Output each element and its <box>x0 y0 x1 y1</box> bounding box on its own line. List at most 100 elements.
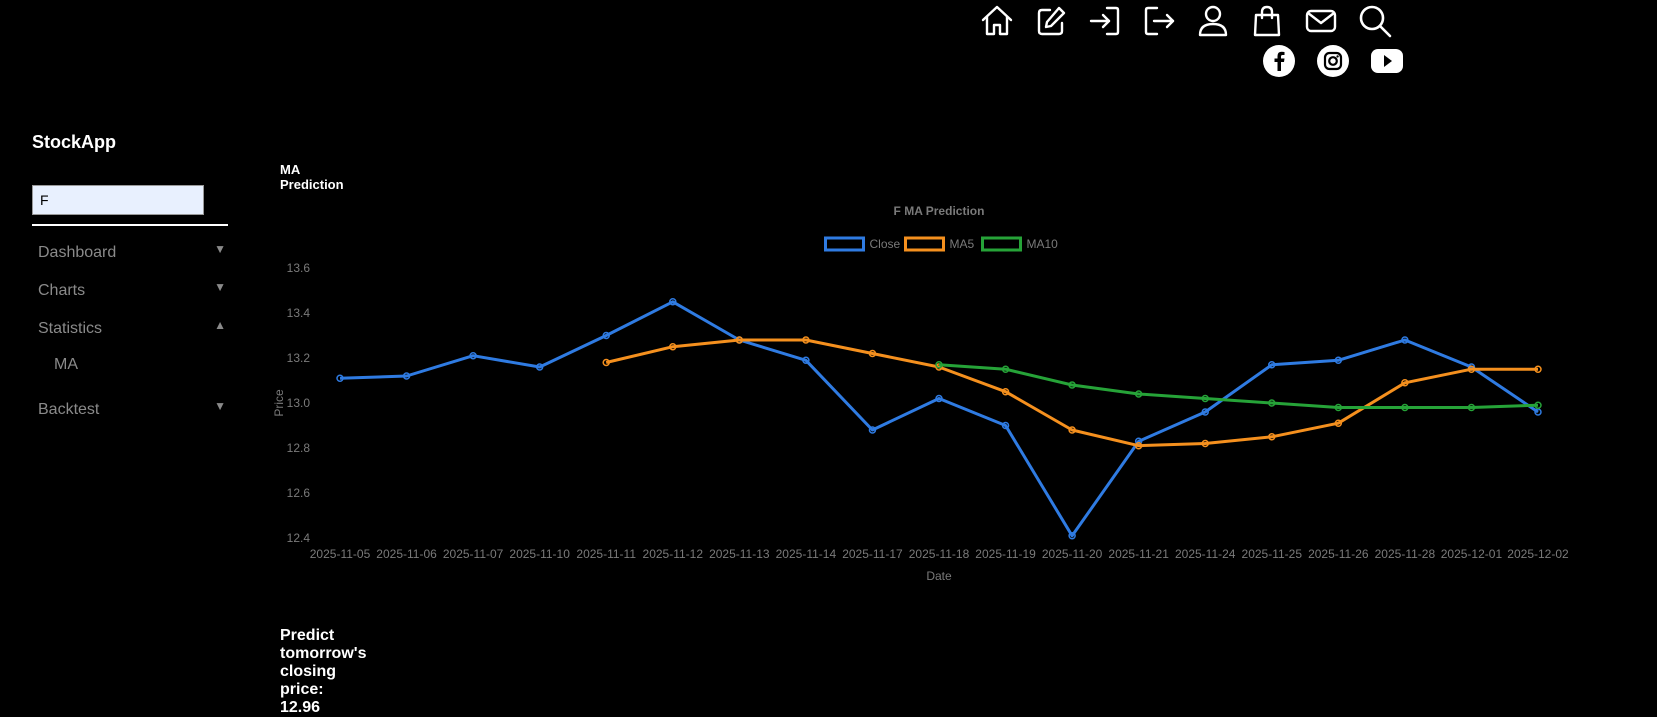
series-line-ma5 <box>605 338 1538 448</box>
sidebar-item-label: Charts <box>38 282 86 299</box>
data-point-close <box>669 298 677 306</box>
data-point-close <box>1401 336 1409 344</box>
sidebar-subitem-ma[interactable]: MA <box>54 356 78 373</box>
sidebar-item-dashboard[interactable]: Dashboard ▼ <box>38 240 226 266</box>
legend-swatch-close <box>824 236 865 252</box>
series-line-ma10 <box>938 363 1539 409</box>
data-point-ma10 <box>1068 381 1076 389</box>
x-tick-label: 2025-11-12 <box>643 547 704 561</box>
x-tick-label: 2025-11-06 <box>376 547 437 561</box>
edit-icon[interactable] <box>1032 2 1070 40</box>
data-point-close <box>1201 408 1209 416</box>
facebook-icon[interactable] <box>1262 44 1296 78</box>
data-point-close <box>802 356 810 364</box>
chart-title: F MA Prediction <box>894 204 985 218</box>
prediction-text: Predict tomorrow's closing price: 12.96 <box>280 627 366 717</box>
x-tick-label: 2025-11-13 <box>709 547 770 561</box>
chevron-down-icon: ▼ <box>214 399 226 413</box>
data-point-ma5 <box>1201 439 1209 448</box>
y-tick-label: 13.0 <box>287 396 311 410</box>
ticker-search-input[interactable] <box>32 185 204 215</box>
x-tick-label: 2025-11-05 <box>310 547 371 561</box>
data-point-close <box>1334 356 1343 364</box>
chevron-down-icon: ▼ <box>214 242 226 256</box>
data-point-close <box>868 426 877 434</box>
shopping-bag-icon[interactable] <box>1248 2 1286 40</box>
legend-swatch-ma10 <box>981 236 1022 252</box>
data-point-close <box>602 331 610 340</box>
x-tick-label: 2025-11-07 <box>443 547 504 561</box>
data-point-ma10 <box>1467 403 1476 412</box>
x-tick-label: 2025-11-24 <box>1175 547 1236 561</box>
data-point-ma5 <box>868 349 877 358</box>
login-icon[interactable] <box>1086 2 1124 40</box>
chevron-up-icon: ▲ <box>214 318 226 332</box>
instagram-icon[interactable] <box>1316 44 1350 78</box>
section-title: MA Prediction <box>280 162 344 192</box>
data-point-ma10 <box>1401 403 1409 412</box>
x-tick-label: 2025-11-11 <box>576 547 636 561</box>
x-tick-label: 2025-11-28 <box>1375 547 1436 561</box>
data-point-ma10 <box>1001 365 1010 373</box>
data-point-ma5 <box>735 336 744 344</box>
legend-label-ma5: MA5 <box>950 237 975 251</box>
y-tick-label: 12.8 <box>287 441 311 455</box>
data-point-ma5 <box>802 336 810 344</box>
data-point-close <box>469 352 477 360</box>
sidebar-item-label: Statistics <box>38 320 103 337</box>
data-point-ma5 <box>1334 419 1343 427</box>
series-line-close <box>339 300 1539 538</box>
data-point-close <box>402 372 411 380</box>
mail-icon[interactable] <box>1302 2 1340 40</box>
data-point-ma10 <box>935 361 943 369</box>
home-icon[interactable] <box>978 2 1016 40</box>
x-tick-label: 2025-12-02 <box>1507 547 1569 561</box>
brand-title: StockApp <box>32 132 117 152</box>
data-point-ma5 <box>1467 365 1476 373</box>
y-tick-label: 13.6 <box>287 261 311 275</box>
data-point-close <box>1068 532 1076 540</box>
data-point-ma5 <box>1001 388 1010 396</box>
data-point-ma5 <box>1534 365 1542 373</box>
data-point-ma10 <box>1201 394 1209 403</box>
data-point-ma5 <box>602 358 610 367</box>
data-point-close <box>1268 361 1276 369</box>
prediction-label: Predict tomorrow's closing price: <box>280 627 367 698</box>
sidebar-item-backtest[interactable]: Backtest ▼ <box>38 397 226 423</box>
sidebar-item-label: Dashboard <box>38 244 117 261</box>
y-tick-label: 13.4 <box>287 306 311 320</box>
logout-icon[interactable] <box>1140 2 1178 40</box>
x-tick-label: 2025-11-26 <box>1308 547 1369 561</box>
top-toolbar <box>0 0 1657 90</box>
x-tick-label: 2025-11-25 <box>1242 547 1303 561</box>
search-icon[interactable] <box>1356 2 1394 40</box>
ma-prediction-chart: F MA Prediction Close MA5 MA10 12.4 12.6 12.8 1… <box>272 204 1569 583</box>
data-point-ma10 <box>1334 403 1343 412</box>
sidebar-item-label: Backtest <box>38 401 100 418</box>
legend-swatch-ma5 <box>904 236 945 252</box>
x-axis-label: Date <box>926 569 952 583</box>
chevron-down-icon: ▼ <box>214 280 226 294</box>
y-axis-label: Price <box>272 389 286 417</box>
prediction-value: 12.96 <box>280 699 321 716</box>
y-tick-label: 12.6 <box>287 486 311 500</box>
x-tick-label: 2025-11-17 <box>842 547 903 561</box>
data-point-ma5 <box>1068 426 1076 434</box>
x-tick-label: 2025-11-10 <box>509 547 570 561</box>
x-tick-label: 2025-11-20 <box>1042 547 1103 561</box>
x-tick-label: 2025-11-14 <box>776 547 837 561</box>
legend-label-ma10: MA10 <box>1027 237 1059 251</box>
sidebar-item-statistics[interactable]: Statistics ▲ <box>38 316 226 342</box>
data-point-close <box>535 363 544 371</box>
y-tick-label: 12.4 <box>287 531 311 545</box>
data-point-ma5 <box>1268 433 1276 441</box>
sidebar-item-charts[interactable]: Charts ▼ <box>38 278 226 304</box>
user-icon[interactable] <box>1194 2 1232 40</box>
data-point-ma5 <box>1401 379 1409 387</box>
data-point-ma10 <box>1534 401 1542 409</box>
data-point-ma5 <box>1134 442 1143 450</box>
youtube-icon[interactable] <box>1370 44 1404 78</box>
x-tick-label: 2025-11-19 <box>975 547 1036 561</box>
data-point-ma10 <box>1134 390 1143 398</box>
sidebar-divider <box>32 224 228 226</box>
